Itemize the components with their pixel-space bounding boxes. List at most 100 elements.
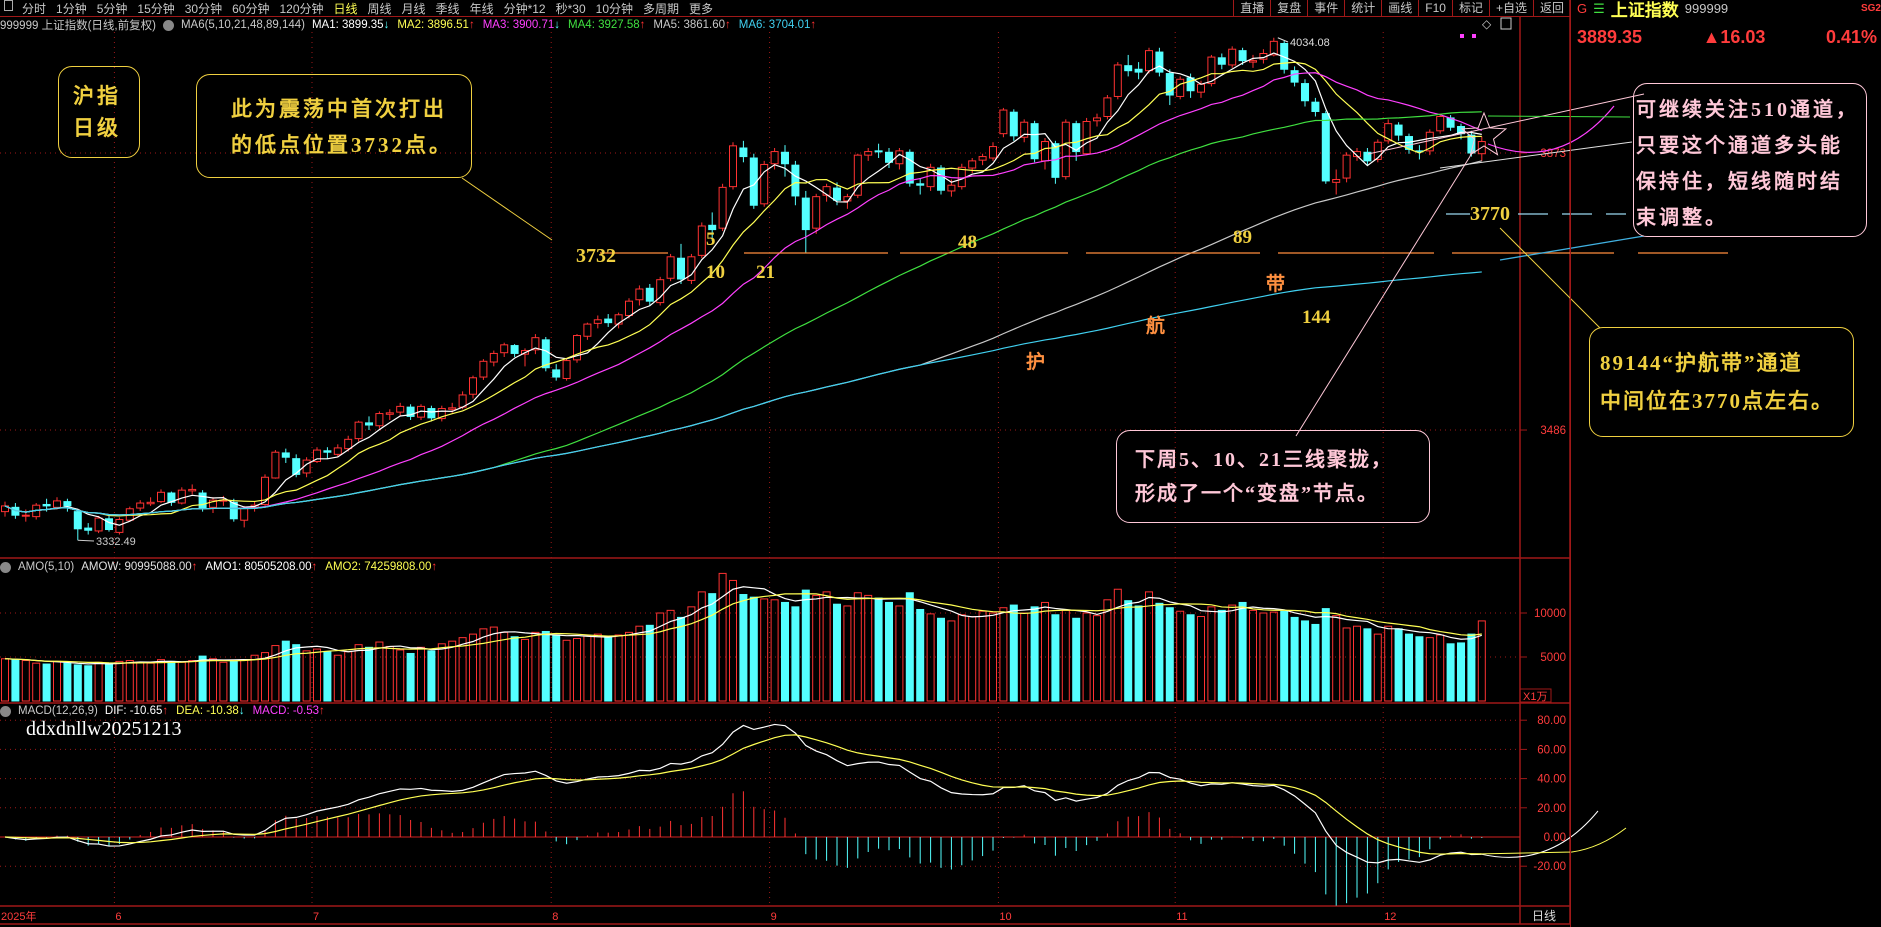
amount-bar-up: [697, 591, 706, 702]
tab-period-2[interactable]: 5分钟: [96, 1, 128, 16]
amount-bar-up: [1, 658, 9, 702]
candle-up: [864, 151, 873, 156]
indicator-settings-icon[interactable]: [0, 705, 11, 717]
candle-up: [354, 421, 363, 440]
toolbar-button-1[interactable]: 复盘: [1270, 0, 1307, 17]
amount-bar-up: [479, 628, 488, 702]
ma48-projection: [1487, 115, 1631, 118]
amount-bar-up: [1176, 610, 1185, 702]
candle-up: [947, 184, 956, 192]
arrow-up-icon: ↑: [191, 561, 198, 573]
watermark-text: ddxdnllw20251213: [26, 718, 182, 740]
toolbar-button-8[interactable]: 返回: [1532, 0, 1570, 17]
low-price-label: 3332.49: [96, 536, 136, 548]
menu-icon[interactable]: ☰: [1593, 0, 1605, 16]
tab-period-10[interactable]: 季线: [435, 1, 460, 16]
amount-bar-up: [583, 635, 592, 702]
amo-title[interactable]: AMO(5,10): [18, 561, 75, 573]
candle-down: [1238, 50, 1247, 62]
tab-period-4[interactable]: 30分钟: [184, 1, 223, 16]
indicator-settings-icon[interactable]: [0, 561, 11, 573]
tab-period-14[interactable]: 10分钟: [595, 1, 633, 16]
toolbar-button-4[interactable]: 画线: [1381, 0, 1418, 17]
amount-tick-label: 5000: [1540, 652, 1566, 664]
toolbar-button-6[interactable]: 标记: [1451, 0, 1489, 17]
amount-bar-up: [614, 634, 623, 702]
legend-value: MA5: 3861.60: [653, 19, 726, 31]
diamond-icon[interactable]: ◇: [1482, 17, 1492, 31]
amount-bar-up: [1384, 625, 1393, 702]
amount-bar-up: [656, 612, 665, 702]
candle-down: [905, 151, 914, 184]
tab-period-6[interactable]: 120分钟: [279, 1, 324, 16]
level-note: 沪指 日级: [58, 66, 140, 158]
tab-period-0[interactable]: 分时: [22, 1, 47, 16]
amount-bar-down: [323, 651, 332, 702]
annotation-label-hu: 护: [1026, 350, 1045, 373]
toolbar-button-0[interactable]: 直播: [1233, 0, 1270, 17]
toolbar-button-3[interactable]: 统计: [1344, 0, 1381, 17]
indicator-settings-icon[interactable]: [162, 19, 174, 31]
amount-bar-down: [1415, 636, 1424, 702]
amount-bar-down: [292, 644, 301, 702]
candle-down: [801, 197, 810, 231]
toolbar-button-7[interactable]: +自选: [1488, 0, 1533, 17]
candle-up: [968, 160, 977, 169]
candle-up: [1093, 117, 1101, 122]
tab-period-5[interactable]: 60分钟: [232, 1, 270, 16]
amo-legend: AMO(5,10) AMOW: 90995088.00↑ AMO1: 805052…: [0, 561, 437, 573]
tab-period-12[interactable]: 分钟*12: [503, 1, 546, 16]
candle-down: [708, 224, 717, 231]
amount-bar-up: [822, 591, 831, 702]
legend-value: AMOW: 90995088.00: [81, 561, 192, 573]
amount-bar-down: [1072, 617, 1081, 702]
tab-period-13[interactable]: 秒*30: [555, 1, 586, 16]
node-pointer-line: [1295, 149, 1475, 437]
dea-line: [4, 734, 1482, 855]
candle-down: [323, 450, 332, 453]
candle-up: [1436, 115, 1445, 132]
tab-period-3[interactable]: 15分钟: [137, 1, 175, 16]
amount-bar-up: [469, 633, 477, 702]
amo-values: AMOW: 90995088.00↑ AMO1: 80505208.00↑ AMO2…: [81, 561, 437, 573]
amount-bar-up: [957, 614, 966, 702]
market-icon[interactable]: G: [1577, 1, 1588, 16]
macd-title[interactable]: MACD(12,26,9): [18, 705, 98, 717]
candle-up: [531, 337, 540, 351]
ma21-projection: [1487, 105, 1615, 153]
amount-bar-down: [1134, 605, 1143, 702]
candle-up: [583, 323, 592, 337]
indicator-name[interactable]: MA6(5,10,21,48,89,144): [180, 19, 305, 31]
window-icon[interactable]: [4, 0, 13, 11]
tab-period-16[interactable]: 更多: [689, 1, 714, 16]
candle-up: [1176, 78, 1185, 97]
tab-period-15[interactable]: 多周期: [643, 1, 680, 16]
tab-period-1[interactable]: 1分钟: [56, 1, 87, 16]
amount-bar-up: [853, 592, 862, 702]
candle-up: [1353, 151, 1361, 158]
toolbar-button-5[interactable]: F10: [1418, 0, 1452, 17]
amount-bar-up: [209, 658, 217, 702]
annotation-label-ma89: 89: [1233, 227, 1252, 248]
amount-bar-down: [1030, 606, 1039, 702]
high-price-label: 4034.08: [1290, 37, 1330, 49]
candle-up: [1384, 123, 1393, 142]
tab-period-9[interactable]: 月线: [401, 1, 426, 16]
candle-down: [84, 527, 93, 531]
panel-toggle-icon[interactable]: [1500, 17, 1512, 30]
amount-bar-down: [1155, 602, 1164, 702]
tab-period-7[interactable]: 日线: [333, 1, 358, 16]
candle-up: [666, 256, 675, 279]
toolbar-button-2[interactable]: 事件: [1307, 0, 1344, 17]
macd-tick-label: 0.00: [1544, 832, 1566, 844]
tab-period-8[interactable]: 周线: [367, 1, 392, 16]
candle-down: [552, 369, 561, 378]
x-tick-label: 9: [771, 911, 777, 923]
macd-tick-label: 80.00: [1537, 715, 1566, 727]
amount-bar-down: [229, 660, 238, 702]
candle-down: [1301, 83, 1309, 102]
amount-bar-up: [1197, 616, 1205, 702]
tab-period-11[interactable]: 年线: [469, 1, 494, 16]
amount-bar-up: [1332, 615, 1341, 702]
amount-bar-down: [677, 616, 685, 702]
